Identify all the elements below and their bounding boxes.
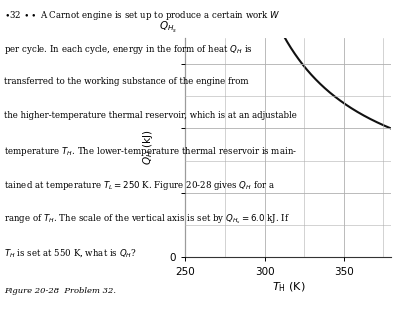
- Text: Figure 20-28  Problem 32.: Figure 20-28 Problem 32.: [4, 287, 116, 295]
- Text: range of $T_H$. The scale of the vertical axis is set by $Q_{H_s} = 6.0$ kJ. If: range of $T_H$. The scale of the vertica…: [4, 213, 290, 226]
- Text: $\bullet$32 $\bullet\bullet$ A Carnot engine is set up to produce a certain work: $\bullet$32 $\bullet\bullet$ A Carnot en…: [4, 9, 281, 22]
- Text: per cycle. In each cycle, energy in the form of heat $Q_H$ is: per cycle. In each cycle, energy in the …: [4, 43, 253, 56]
- Text: the higher-temperature thermal reservoir, which is at an adjustable: the higher-temperature thermal reservoir…: [4, 111, 297, 120]
- X-axis label: $T_{\mathrm{H}}$ (K): $T_{\mathrm{H}}$ (K): [272, 281, 305, 294]
- Text: $Q_{H_s}$: $Q_{H_s}$: [159, 20, 177, 35]
- Text: $Q_H$ (kJ): $Q_H$ (kJ): [141, 130, 155, 165]
- Text: temperature $T_H$. The lower-temperature thermal reservoir is main-: temperature $T_H$. The lower-temperature…: [4, 145, 297, 158]
- Text: $T_H$ is set at 550 K, what is $Q_H$?: $T_H$ is set at 550 K, what is $Q_H$?: [4, 247, 137, 259]
- Text: transferred to the working substance of the engine from: transferred to the working substance of …: [4, 77, 248, 86]
- Text: tained at temperature $T_L = 250$ K. Figure 20-28 gives $Q_H$ for a: tained at temperature $T_L = 250$ K. Fig…: [4, 179, 275, 192]
